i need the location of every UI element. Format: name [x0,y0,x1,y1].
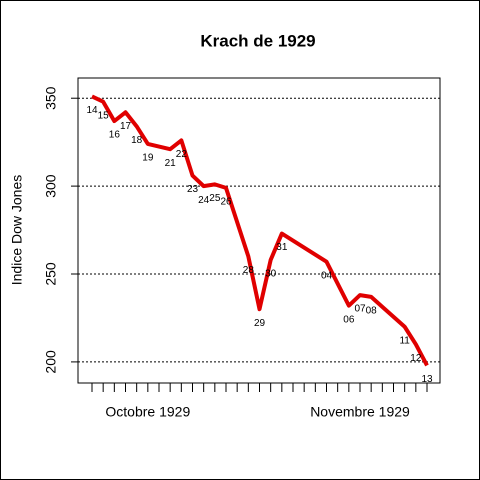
point-label: 18 [131,135,143,146]
point-label: 14 [86,105,98,116]
point-label: 06 [343,314,355,325]
point-label: 17 [120,121,132,132]
point-label: 22 [176,149,188,160]
line [91,94,429,367]
point-label: 11 [399,335,410,346]
point-label: 08 [366,306,378,317]
point-label: 21 [165,158,177,169]
y-tick-label: 300 [43,174,59,198]
point-label: 26 [220,197,232,208]
point-label: 25 [209,193,221,204]
point-label: 29 [254,318,266,329]
point-label: 19 [142,153,154,164]
point-label: 07 [354,304,366,315]
point-label: 16 [109,130,121,141]
point-label: 23 [187,184,199,195]
y-tick-label: 250 [43,262,59,286]
point-label: 30 [265,269,277,280]
point-label: 04 [321,270,333,281]
point-label: 31 [276,242,288,253]
point-label: 13 [421,374,433,385]
y-tick-label: 350 [43,86,59,110]
point-label: 24 [198,195,210,206]
point-label: 15 [98,110,110,121]
x-tick-label: Novembre 1929 [310,404,410,420]
chart-title: Krach de 1929 [200,31,315,50]
point-label: 12 [410,353,422,364]
y-axis-label: Indice Dow Jones [9,175,25,286]
y-tick-label: 200 [43,350,59,374]
x-tick-label: Octobre 1929 [105,404,190,420]
point-label: 28 [243,265,255,276]
